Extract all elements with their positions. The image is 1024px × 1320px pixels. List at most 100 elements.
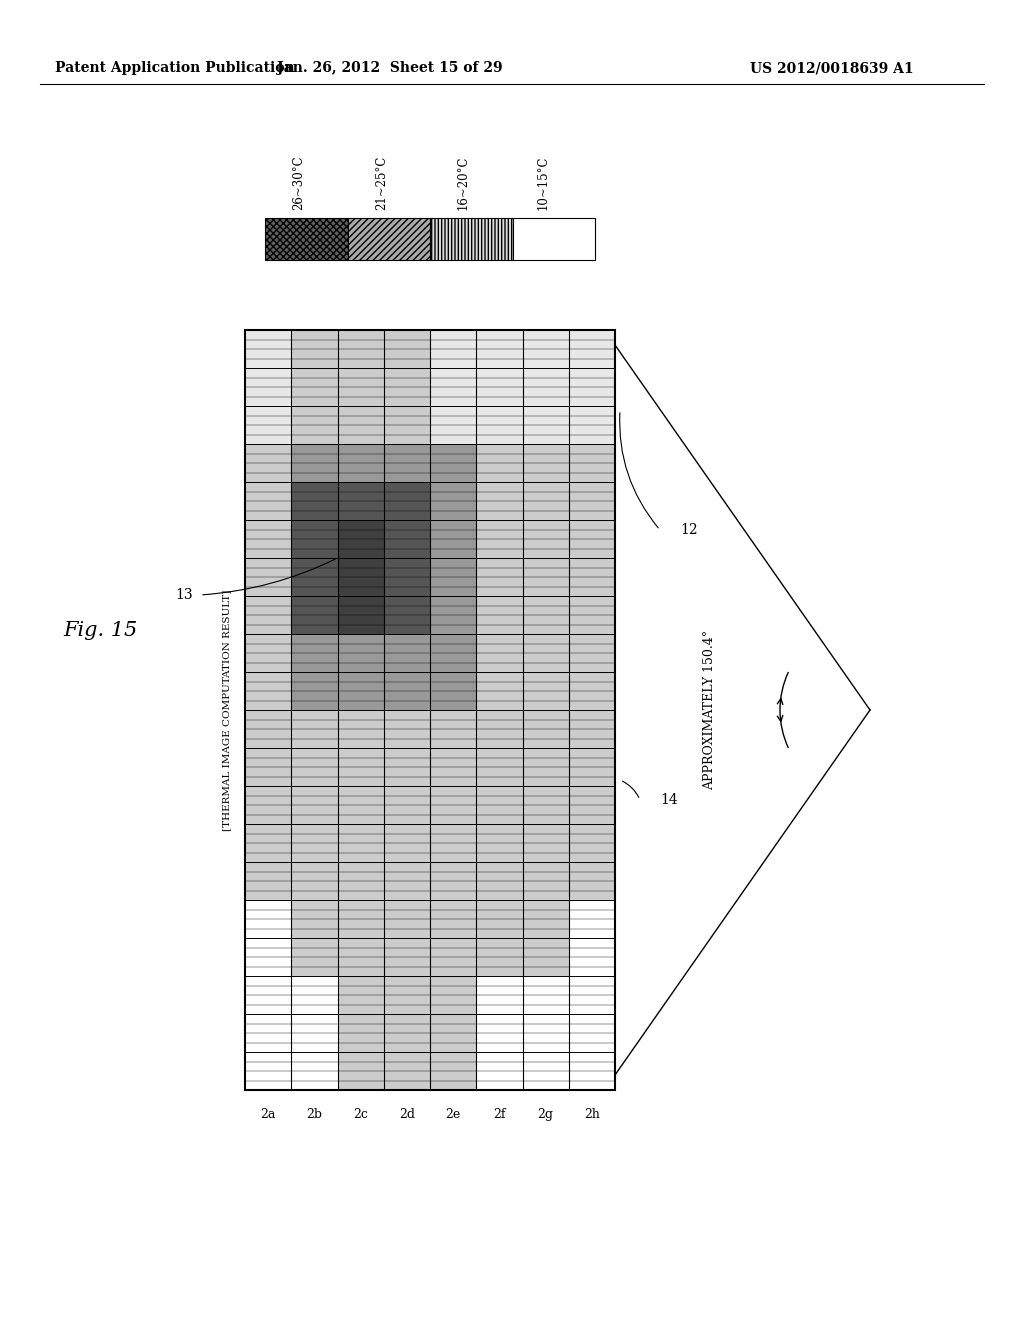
Bar [291, 634, 338, 672]
Bar [522, 824, 568, 862]
Bar [291, 862, 338, 900]
Bar [430, 975, 476, 1014]
Bar [522, 368, 568, 407]
Bar [476, 558, 522, 597]
Bar [568, 710, 615, 748]
Bar [568, 672, 615, 710]
Text: 2a: 2a [260, 1107, 275, 1121]
Bar [522, 862, 568, 900]
Text: 13: 13 [175, 587, 193, 602]
Bar [245, 748, 291, 785]
Bar [430, 939, 476, 975]
Bar [291, 710, 338, 748]
Bar [476, 520, 522, 558]
Bar [347, 218, 430, 260]
Bar [430, 520, 476, 558]
Bar [338, 444, 384, 482]
Bar [568, 597, 615, 634]
Bar [430, 330, 476, 368]
Bar [568, 482, 615, 520]
Bar [476, 597, 522, 634]
Bar [338, 634, 384, 672]
Bar [476, 444, 522, 482]
Bar [430, 824, 476, 862]
Bar [291, 482, 338, 520]
Text: APPROXIMATELY 150.4°: APPROXIMATELY 150.4° [703, 630, 717, 791]
Bar [476, 975, 522, 1014]
Bar [522, 785, 568, 824]
Bar [291, 672, 338, 710]
Bar [245, 330, 615, 1090]
Bar [384, 900, 430, 939]
Bar [430, 1052, 476, 1090]
Bar [338, 824, 384, 862]
Bar [384, 407, 430, 444]
Bar [522, 634, 568, 672]
Bar [476, 672, 522, 710]
Bar [568, 975, 615, 1014]
Bar [568, 1014, 615, 1052]
Bar [245, 710, 291, 748]
Bar [430, 862, 476, 900]
Bar [245, 1014, 291, 1052]
Bar [245, 597, 291, 634]
Bar [338, 1014, 384, 1052]
Bar [245, 975, 291, 1014]
Bar [338, 710, 384, 748]
Bar [245, 824, 291, 862]
Bar [338, 482, 384, 520]
Bar [245, 672, 291, 710]
Bar [384, 862, 430, 900]
Bar [245, 520, 291, 558]
Bar [384, 710, 430, 748]
Bar [430, 785, 476, 824]
Bar [291, 330, 338, 368]
Bar [568, 444, 615, 482]
Bar [384, 748, 430, 785]
Bar [338, 520, 384, 558]
Bar [384, 975, 430, 1014]
Bar [291, 824, 338, 862]
Bar [291, 939, 338, 975]
Bar [338, 862, 384, 900]
Bar [522, 330, 568, 368]
Bar [384, 939, 430, 975]
Bar [430, 1014, 476, 1052]
Bar [291, 748, 338, 785]
Bar [522, 900, 568, 939]
Bar [338, 939, 384, 975]
Text: 2g: 2g [538, 1107, 554, 1121]
Bar [568, 558, 615, 597]
Bar [291, 975, 338, 1014]
Bar [476, 900, 522, 939]
Bar [522, 444, 568, 482]
Bar [384, 1014, 430, 1052]
Bar [522, 1014, 568, 1052]
Bar [291, 444, 338, 482]
Bar [338, 1052, 384, 1090]
Text: 12: 12 [680, 523, 697, 537]
Text: Patent Application Publication: Patent Application Publication [55, 61, 295, 75]
Bar [430, 672, 476, 710]
Bar [568, 748, 615, 785]
Text: [THERMAL IMAGE COMPUTATION RESULT]: [THERMAL IMAGE COMPUTATION RESULT] [222, 589, 231, 830]
Bar [291, 597, 338, 634]
Text: 26~30°C: 26~30°C [293, 156, 305, 210]
Bar [291, 785, 338, 824]
Bar [476, 482, 522, 520]
Bar [338, 330, 384, 368]
Bar [245, 634, 291, 672]
Bar [291, 1014, 338, 1052]
Text: 2d: 2d [399, 1107, 415, 1121]
Bar [245, 939, 291, 975]
Text: US 2012/0018639 A1: US 2012/0018639 A1 [750, 61, 913, 75]
Bar [430, 482, 476, 520]
Bar [568, 824, 615, 862]
Bar [338, 558, 384, 597]
Text: 2b: 2b [306, 1107, 323, 1121]
Bar [245, 330, 291, 368]
Text: 14: 14 [660, 793, 678, 807]
Bar [430, 558, 476, 597]
Bar [568, 634, 615, 672]
Bar [522, 520, 568, 558]
